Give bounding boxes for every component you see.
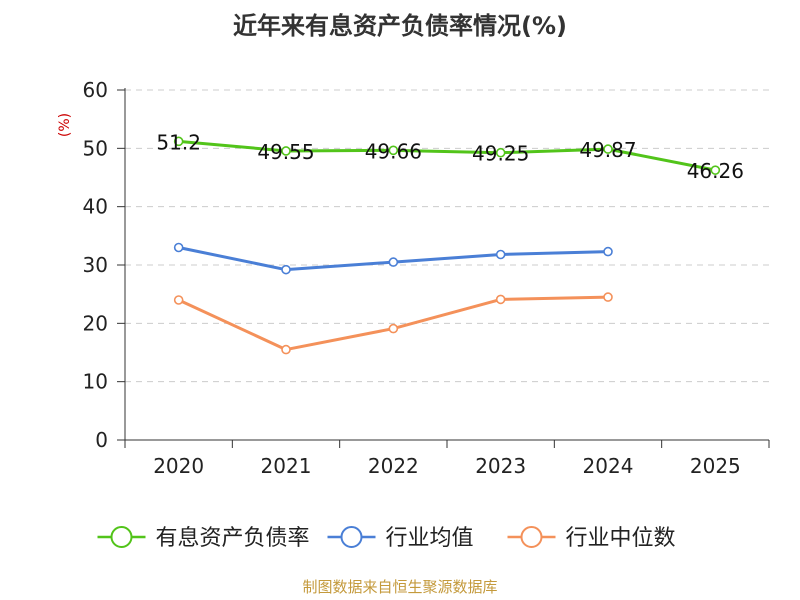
- y-tick-label: 60: [83, 78, 108, 102]
- data-point: [603, 246, 613, 257]
- data-point: [281, 344, 291, 355]
- data-point: [603, 144, 613, 154]
- data-point: [173, 295, 184, 305]
- x-tick-label: 2023: [475, 454, 526, 478]
- legend-label: 有息资产负债率: [156, 526, 310, 551]
- x-tick-label: 2025: [690, 454, 741, 478]
- x-tick-label: 2021: [261, 454, 312, 478]
- y-tick-label: 0: [95, 428, 108, 452]
- x-tick-label: 2020: [153, 454, 204, 478]
- data-point: [281, 264, 291, 275]
- data-label: 49.25: [472, 142, 529, 166]
- data-point: [173, 242, 184, 253]
- data-labels: 51.2 49.55 49.66 49.25 49.87 46.26: [156, 130, 744, 183]
- legend-label: 行业中位数: [566, 526, 676, 551]
- y-tick-label: 30: [83, 253, 108, 277]
- data-point: [281, 146, 291, 156]
- data-point: [388, 145, 399, 156]
- legend-swatch-marker: [340, 526, 363, 548]
- data-label: 49.55: [257, 140, 314, 164]
- data-point: [603, 292, 613, 302]
- data-label: 51.2: [156, 130, 201, 154]
- data-point: [495, 249, 506, 260]
- series-layer: [173, 136, 721, 355]
- legend-swatch-marker: [520, 526, 543, 548]
- series-line: [178, 139, 716, 172]
- x-tick-label: 2022: [368, 454, 419, 478]
- data-label: 49.87: [579, 138, 636, 162]
- data-point: [173, 136, 184, 147]
- data-point: [388, 323, 399, 334]
- data-label: 49.66: [365, 139, 422, 163]
- legend-swatch-marker: [110, 526, 133, 548]
- source-note: 制图数据来自恒生聚源数据库: [302, 578, 497, 596]
- data-point: [495, 294, 506, 305]
- y-tick-label: 50: [83, 136, 108, 160]
- data-point: [495, 147, 506, 158]
- data-point: [388, 257, 399, 267]
- x-tick-label: 2024: [583, 454, 634, 478]
- data-label: 46.26: [687, 159, 744, 183]
- legend: 有息资产负债率 行业均值 行业中位数: [97, 526, 676, 551]
- y-tick-label: 10: [83, 370, 108, 394]
- chart-title: 近年来有息资产负债率情况(%): [233, 12, 567, 40]
- data-point: [710, 165, 721, 175]
- legend-label: 行业均值: [386, 526, 474, 551]
- axes: 0 10 20 30 40 50 60 2020 2021 2022 2023 2024 2025: [83, 78, 770, 478]
- grid-lines: [125, 89, 769, 383]
- y-tick-label: 20: [83, 311, 108, 335]
- y-axis-unit: (%): [57, 113, 73, 137]
- y-tick-label: 40: [83, 195, 108, 219]
